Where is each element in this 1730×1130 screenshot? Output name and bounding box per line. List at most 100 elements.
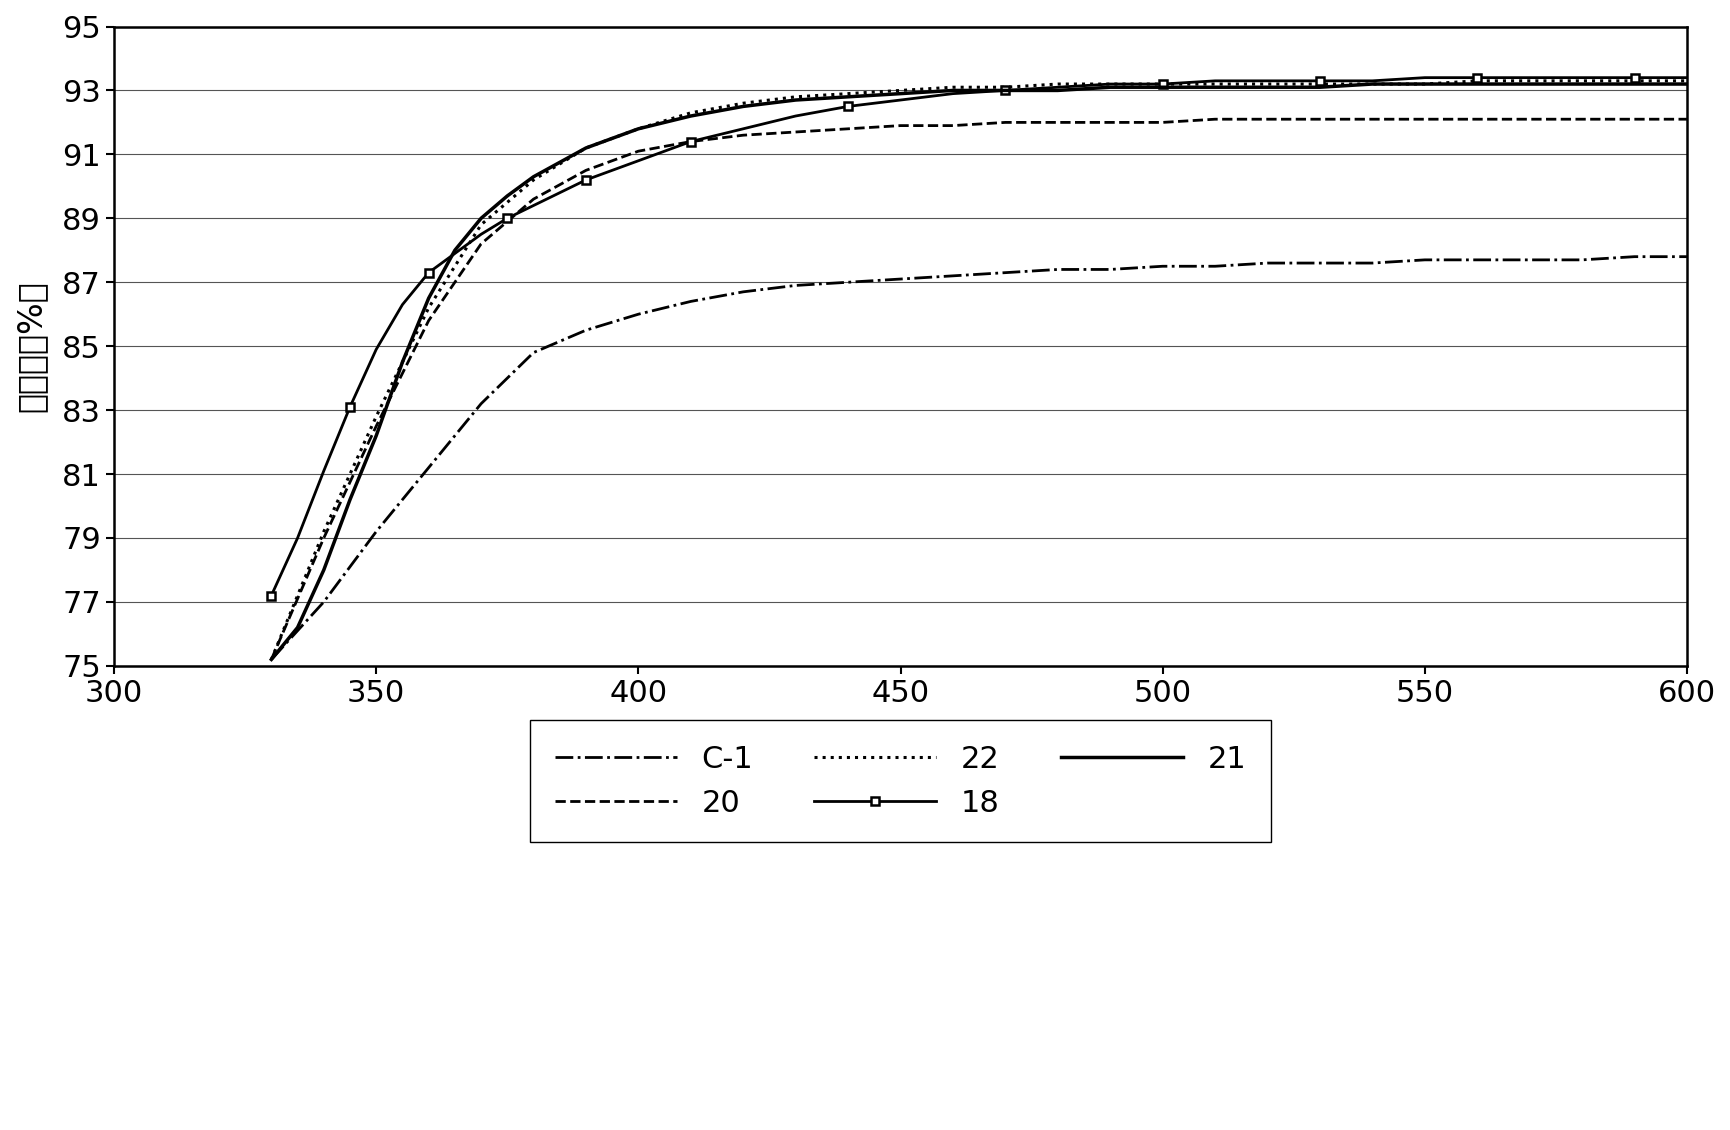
18 bbox=[602, 164, 623, 177]
18 bbox=[680, 134, 701, 148]
C-1 bbox=[680, 295, 701, 308]
22 bbox=[1310, 77, 1330, 90]
22 bbox=[995, 80, 1016, 94]
22 bbox=[837, 87, 858, 101]
20 bbox=[1571, 112, 1592, 125]
C-1 bbox=[1571, 253, 1592, 267]
21 bbox=[628, 122, 649, 136]
22 bbox=[1204, 77, 1225, 90]
21 bbox=[680, 110, 701, 123]
18 bbox=[365, 342, 386, 356]
18 bbox=[548, 186, 569, 200]
20 bbox=[785, 125, 806, 139]
C-1 bbox=[1676, 250, 1697, 263]
21 bbox=[1413, 77, 1434, 90]
18 bbox=[261, 589, 282, 602]
18 bbox=[419, 266, 439, 279]
20 bbox=[995, 115, 1016, 129]
22 bbox=[471, 218, 491, 232]
20 bbox=[365, 419, 386, 433]
18 bbox=[1204, 75, 1225, 88]
18 bbox=[889, 94, 910, 107]
20 bbox=[471, 237, 491, 251]
20 bbox=[522, 192, 543, 206]
18 bbox=[628, 154, 649, 167]
21 bbox=[1519, 77, 1540, 90]
22 bbox=[1413, 77, 1434, 90]
18 bbox=[445, 246, 465, 260]
18 bbox=[1623, 71, 1644, 85]
C-1 bbox=[1256, 257, 1277, 270]
20 bbox=[1152, 115, 1173, 129]
20 bbox=[1519, 112, 1540, 125]
18 bbox=[471, 227, 491, 241]
21 bbox=[995, 84, 1016, 97]
22 bbox=[1571, 75, 1592, 88]
18 bbox=[943, 87, 964, 101]
22 bbox=[365, 410, 386, 424]
18 bbox=[1152, 77, 1173, 90]
21 bbox=[365, 429, 386, 443]
20 bbox=[943, 119, 964, 132]
20 bbox=[313, 531, 334, 545]
20 bbox=[1310, 112, 1330, 125]
18 bbox=[995, 84, 1016, 97]
18 bbox=[1047, 80, 1067, 94]
C-1 bbox=[261, 653, 282, 667]
22 bbox=[680, 106, 701, 120]
22 bbox=[732, 96, 753, 110]
21 bbox=[837, 90, 858, 104]
C-1 bbox=[574, 323, 595, 337]
20 bbox=[1047, 115, 1067, 129]
20 bbox=[628, 145, 649, 158]
C-1 bbox=[471, 397, 491, 410]
20 bbox=[1623, 112, 1644, 125]
21 bbox=[339, 493, 360, 506]
Y-axis label: 透射率（%）: 透射率（%） bbox=[16, 280, 48, 412]
21 bbox=[391, 355, 412, 368]
C-1 bbox=[732, 285, 753, 298]
20 bbox=[1256, 112, 1277, 125]
22 bbox=[1465, 75, 1486, 88]
21 bbox=[943, 84, 964, 97]
18 bbox=[1310, 75, 1330, 88]
C-1 bbox=[943, 269, 964, 282]
22 bbox=[574, 141, 595, 155]
C-1 bbox=[1152, 260, 1173, 273]
22 bbox=[1099, 77, 1119, 90]
20 bbox=[1099, 115, 1119, 129]
C-1 bbox=[1413, 253, 1434, 267]
C-1 bbox=[785, 279, 806, 293]
22 bbox=[419, 301, 439, 314]
21 bbox=[1465, 77, 1486, 90]
22 bbox=[889, 84, 910, 97]
21 bbox=[261, 653, 282, 667]
C-1 bbox=[1465, 253, 1486, 267]
18 bbox=[1465, 71, 1486, 85]
21 bbox=[1256, 80, 1277, 94]
C-1 bbox=[1047, 262, 1067, 276]
21 bbox=[287, 620, 308, 634]
22 bbox=[313, 524, 334, 538]
21 bbox=[445, 243, 465, 257]
C-1 bbox=[1623, 250, 1644, 263]
C-1 bbox=[889, 272, 910, 286]
21 bbox=[1047, 84, 1067, 97]
21 bbox=[1571, 77, 1592, 90]
20 bbox=[1413, 112, 1434, 125]
21 bbox=[313, 563, 334, 576]
X-axis label: 波长（nm）: 波长（nm） bbox=[834, 722, 967, 755]
22 bbox=[1152, 77, 1173, 90]
22 bbox=[1362, 77, 1382, 90]
Legend: C-1, 20, 22, 18, 21: C-1, 20, 22, 18, 21 bbox=[529, 720, 1270, 842]
18 bbox=[1676, 71, 1697, 85]
21 bbox=[1676, 77, 1697, 90]
18 bbox=[785, 110, 806, 123]
18 bbox=[339, 400, 360, 414]
20 bbox=[732, 129, 753, 142]
18 bbox=[1413, 71, 1434, 85]
18 bbox=[574, 173, 595, 186]
Line: 22: 22 bbox=[272, 81, 1687, 660]
22 bbox=[943, 80, 964, 94]
C-1 bbox=[1519, 253, 1540, 267]
